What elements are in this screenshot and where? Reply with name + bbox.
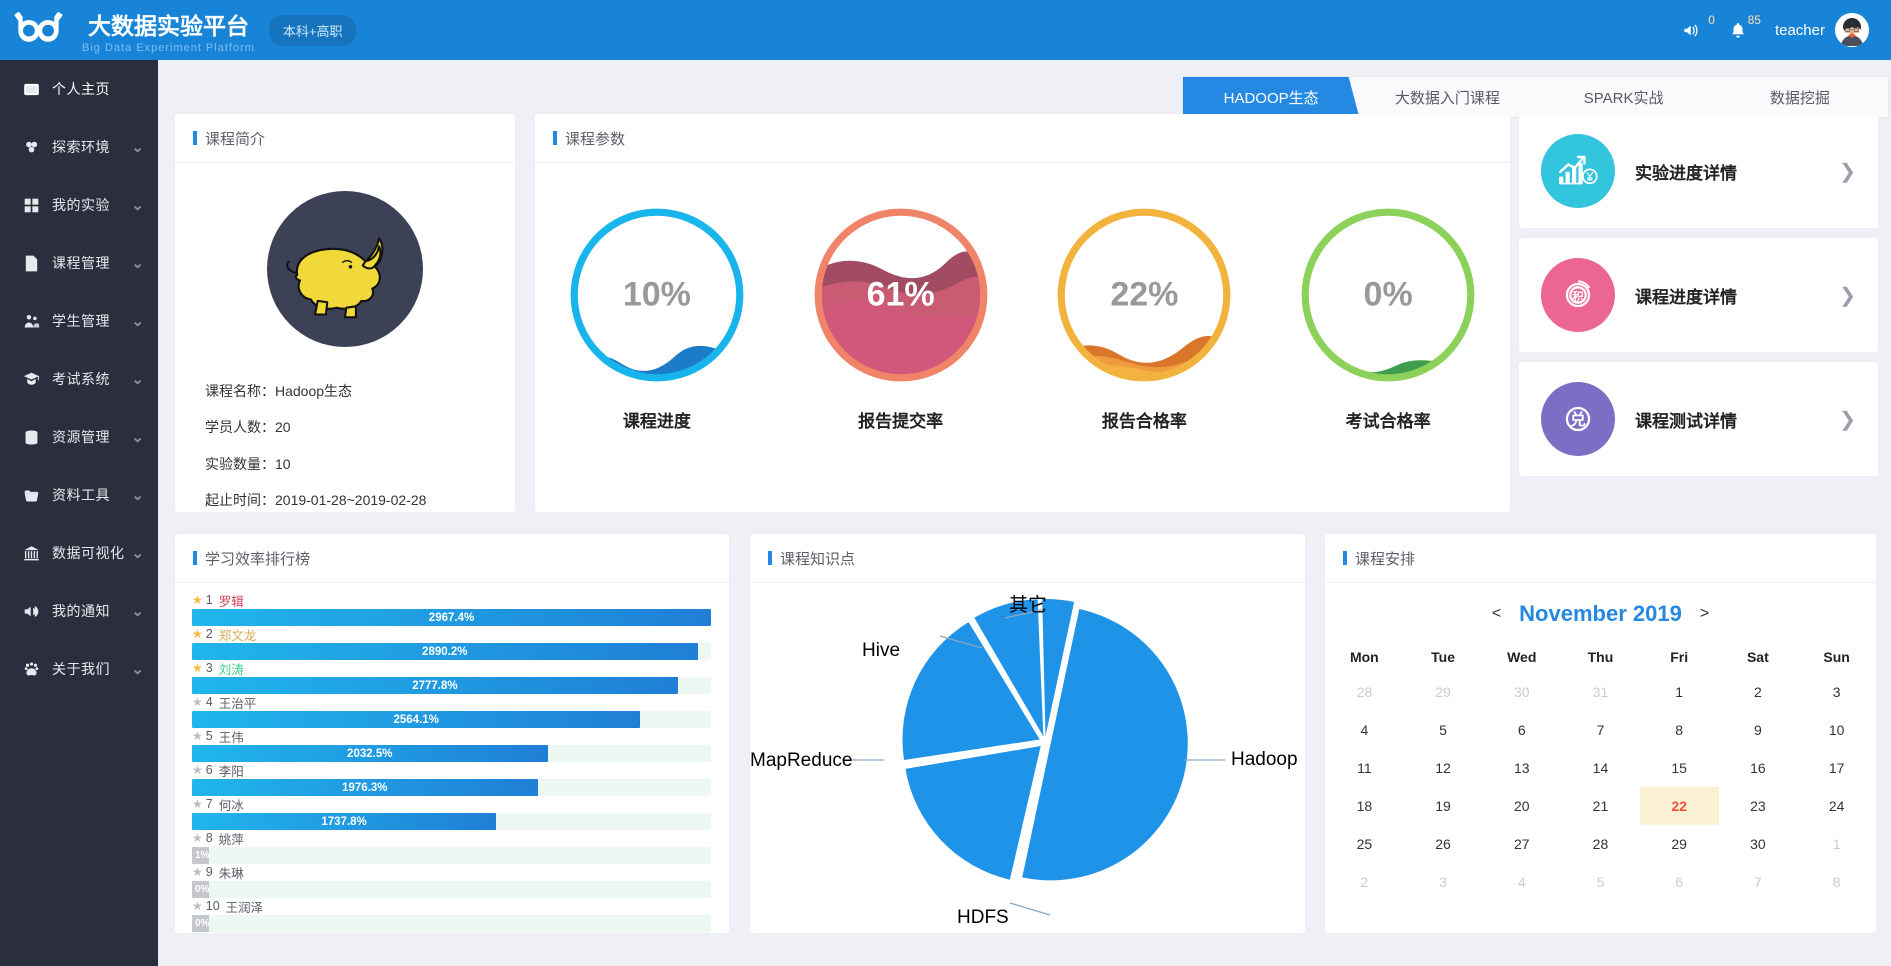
svg-text:HDFS: HDFS [957,907,1009,928]
svg-text:Hive: Hive [862,640,900,661]
svg-text:其它: 其它 [1009,594,1047,616]
svg-text:兑: 兑 [1570,410,1586,429]
svg-text:MapReduce: MapReduce [750,750,852,771]
svg-text:积: 积 [1572,289,1584,303]
svg-text:Hadoop: Hadoop [1231,749,1298,770]
